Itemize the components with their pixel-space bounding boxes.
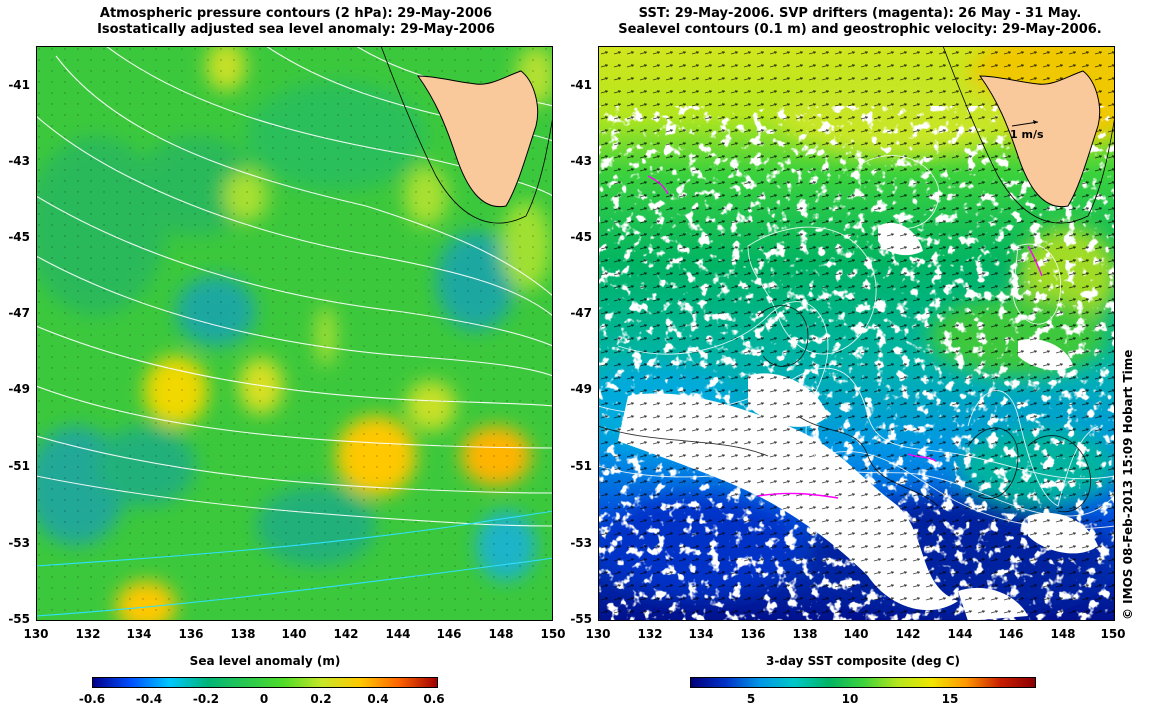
lon-tick: 144 xyxy=(385,627,411,641)
sla-colorbar xyxy=(92,677,438,688)
pressure-contours-low xyxy=(36,510,553,617)
lat-tick: -43 xyxy=(8,154,30,168)
lon-tick: 140 xyxy=(843,627,869,641)
lon-tick: 138 xyxy=(230,627,256,641)
sla-colorbar-tick: 0.6 xyxy=(423,692,445,706)
lat-tick: -51 xyxy=(8,459,30,473)
velocity-scale-arrow xyxy=(1011,120,1039,127)
lat-tick: -53 xyxy=(8,536,30,550)
sla-map-frame xyxy=(36,46,553,621)
lat-tick: -49 xyxy=(8,382,30,396)
sla-colorbar-tick: 0 xyxy=(259,692,269,706)
lon-tick: 132 xyxy=(637,627,663,641)
left-title: Atmospheric pressure contours (2 hPa): 2… xyxy=(36,6,556,38)
sst-colorbar xyxy=(690,677,1036,688)
lat-tick: -41 xyxy=(8,78,30,92)
lon-tick: 150 xyxy=(1100,627,1126,641)
lon-tick: 130 xyxy=(585,627,611,641)
lon-tick: 148 xyxy=(1050,627,1076,641)
tasmania xyxy=(380,46,553,224)
velocity-scale-label: 1 m/s xyxy=(1010,128,1044,141)
lat-tick: -45 xyxy=(8,230,30,244)
sst-colorbar-label: 3-day SST composite (deg C) xyxy=(765,654,961,668)
lon-tick: 138 xyxy=(792,627,818,641)
sla-colorbar-label: Sea level anomaly (m) xyxy=(189,654,341,668)
sla-colorbar-tick: -0.6 xyxy=(78,692,106,706)
lon-tick: 140 xyxy=(281,627,307,641)
lon-tick: 136 xyxy=(740,627,766,641)
lat-tick: -47 xyxy=(8,306,30,320)
sla-colorbar-tick: -0.2 xyxy=(192,692,220,706)
lat-tick: -53 xyxy=(570,536,592,550)
sealevel-contours xyxy=(598,155,1115,529)
sst-colorbar-tick: 10 xyxy=(841,692,859,706)
sla-colorbar-tick: 0.2 xyxy=(310,692,332,706)
lat-tick: -55 xyxy=(570,612,592,626)
sla-colorbar-tick: -0.4 xyxy=(135,692,163,706)
lon-tick: 142 xyxy=(333,627,359,641)
right-title-line2: Sealevel contours (0.1 m) and geostrophi… xyxy=(618,22,1102,37)
right-title-line1: SST: 29-May-2006. SVP drifters (magenta)… xyxy=(638,6,1082,21)
lat-tick: -55 xyxy=(8,612,30,626)
lon-tick: 146 xyxy=(998,627,1024,641)
imos-credit: © IMOS 08-Feb-2013 15:09 Hobart Time xyxy=(1121,349,1135,620)
lon-tick: 132 xyxy=(75,627,101,641)
lat-tick: -41 xyxy=(570,78,592,92)
eddy-streamlines xyxy=(598,305,1092,513)
lat-tick: -45 xyxy=(570,230,592,244)
lat-tick: -49 xyxy=(570,382,592,396)
lon-tick: 148 xyxy=(488,627,514,641)
tasmania-sst xyxy=(942,46,1115,224)
left-title-line2: Isostatically adjusted sea level anomaly… xyxy=(97,22,495,37)
svp-drifter-tracks xyxy=(647,175,1043,499)
lon-tick: 150 xyxy=(540,627,566,641)
sst-map-frame xyxy=(598,46,1115,621)
sst-colorbar-tick: 5 xyxy=(746,692,756,706)
lat-tick: -43 xyxy=(570,154,592,168)
right-title: SST: 29-May-2006. SVP drifters (magenta)… xyxy=(590,6,1130,38)
lon-tick: 146 xyxy=(436,627,462,641)
sla-colorbar-tick: 0.4 xyxy=(367,692,389,706)
lon-tick: 142 xyxy=(895,627,921,641)
sst-map: 1 m/s xyxy=(598,46,1115,621)
lon-tick: 136 xyxy=(178,627,204,641)
lon-tick: 144 xyxy=(947,627,973,641)
lat-tick: -51 xyxy=(570,459,592,473)
lon-tick: 134 xyxy=(688,627,714,641)
sla-map xyxy=(36,46,553,621)
lon-tick: 134 xyxy=(126,627,152,641)
lon-tick: 130 xyxy=(23,627,49,641)
sst-colorbar-tick: 15 xyxy=(941,692,959,706)
left-title-line1: Atmospheric pressure contours (2 hPa): 2… xyxy=(99,6,493,21)
lat-tick: -47 xyxy=(570,306,592,320)
